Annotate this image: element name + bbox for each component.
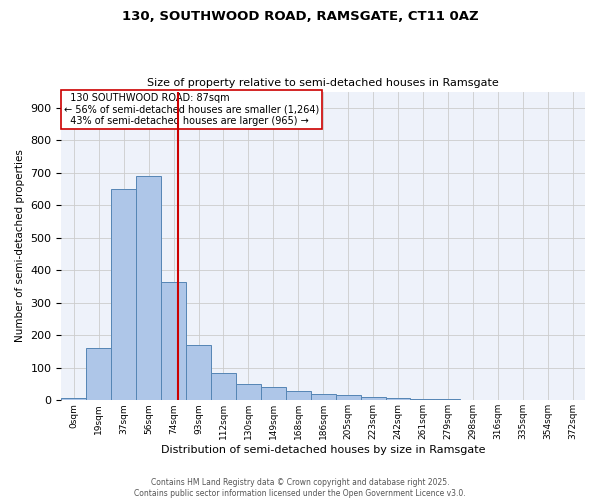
Bar (286, 390, 311, 400)
Bar (361, 396, 386, 400)
Bar (261, 388, 286, 400)
Bar (211, 372, 236, 400)
Text: 130, SOUTHWOOD ROAD, RAMSGATE, CT11 0AZ: 130, SOUTHWOOD ROAD, RAMSGATE, CT11 0AZ (122, 10, 478, 23)
Y-axis label: Number of semi-detached properties: Number of semi-detached properties (15, 150, 25, 342)
Bar (61, 398, 86, 400)
Bar (386, 398, 410, 400)
X-axis label: Distribution of semi-detached houses by size in Ramsgate: Distribution of semi-detached houses by … (161, 445, 485, 455)
Bar (161, 282, 186, 401)
Bar (186, 345, 211, 401)
Bar (86, 348, 111, 401)
Text: 130 SOUTHWOOD ROAD: 87sqm
← 56% of semi-detached houses are smaller (1,264)
  43: 130 SOUTHWOOD ROAD: 87sqm ← 56% of semi-… (64, 93, 319, 126)
Bar (311, 394, 335, 400)
Bar (236, 384, 261, 400)
Bar (335, 396, 361, 400)
Bar (111, 189, 136, 400)
Bar (410, 399, 436, 400)
Bar (136, 176, 161, 400)
Text: Contains HM Land Registry data © Crown copyright and database right 2025.
Contai: Contains HM Land Registry data © Crown c… (134, 478, 466, 498)
Title: Size of property relative to semi-detached houses in Ramsgate: Size of property relative to semi-detach… (148, 78, 499, 88)
